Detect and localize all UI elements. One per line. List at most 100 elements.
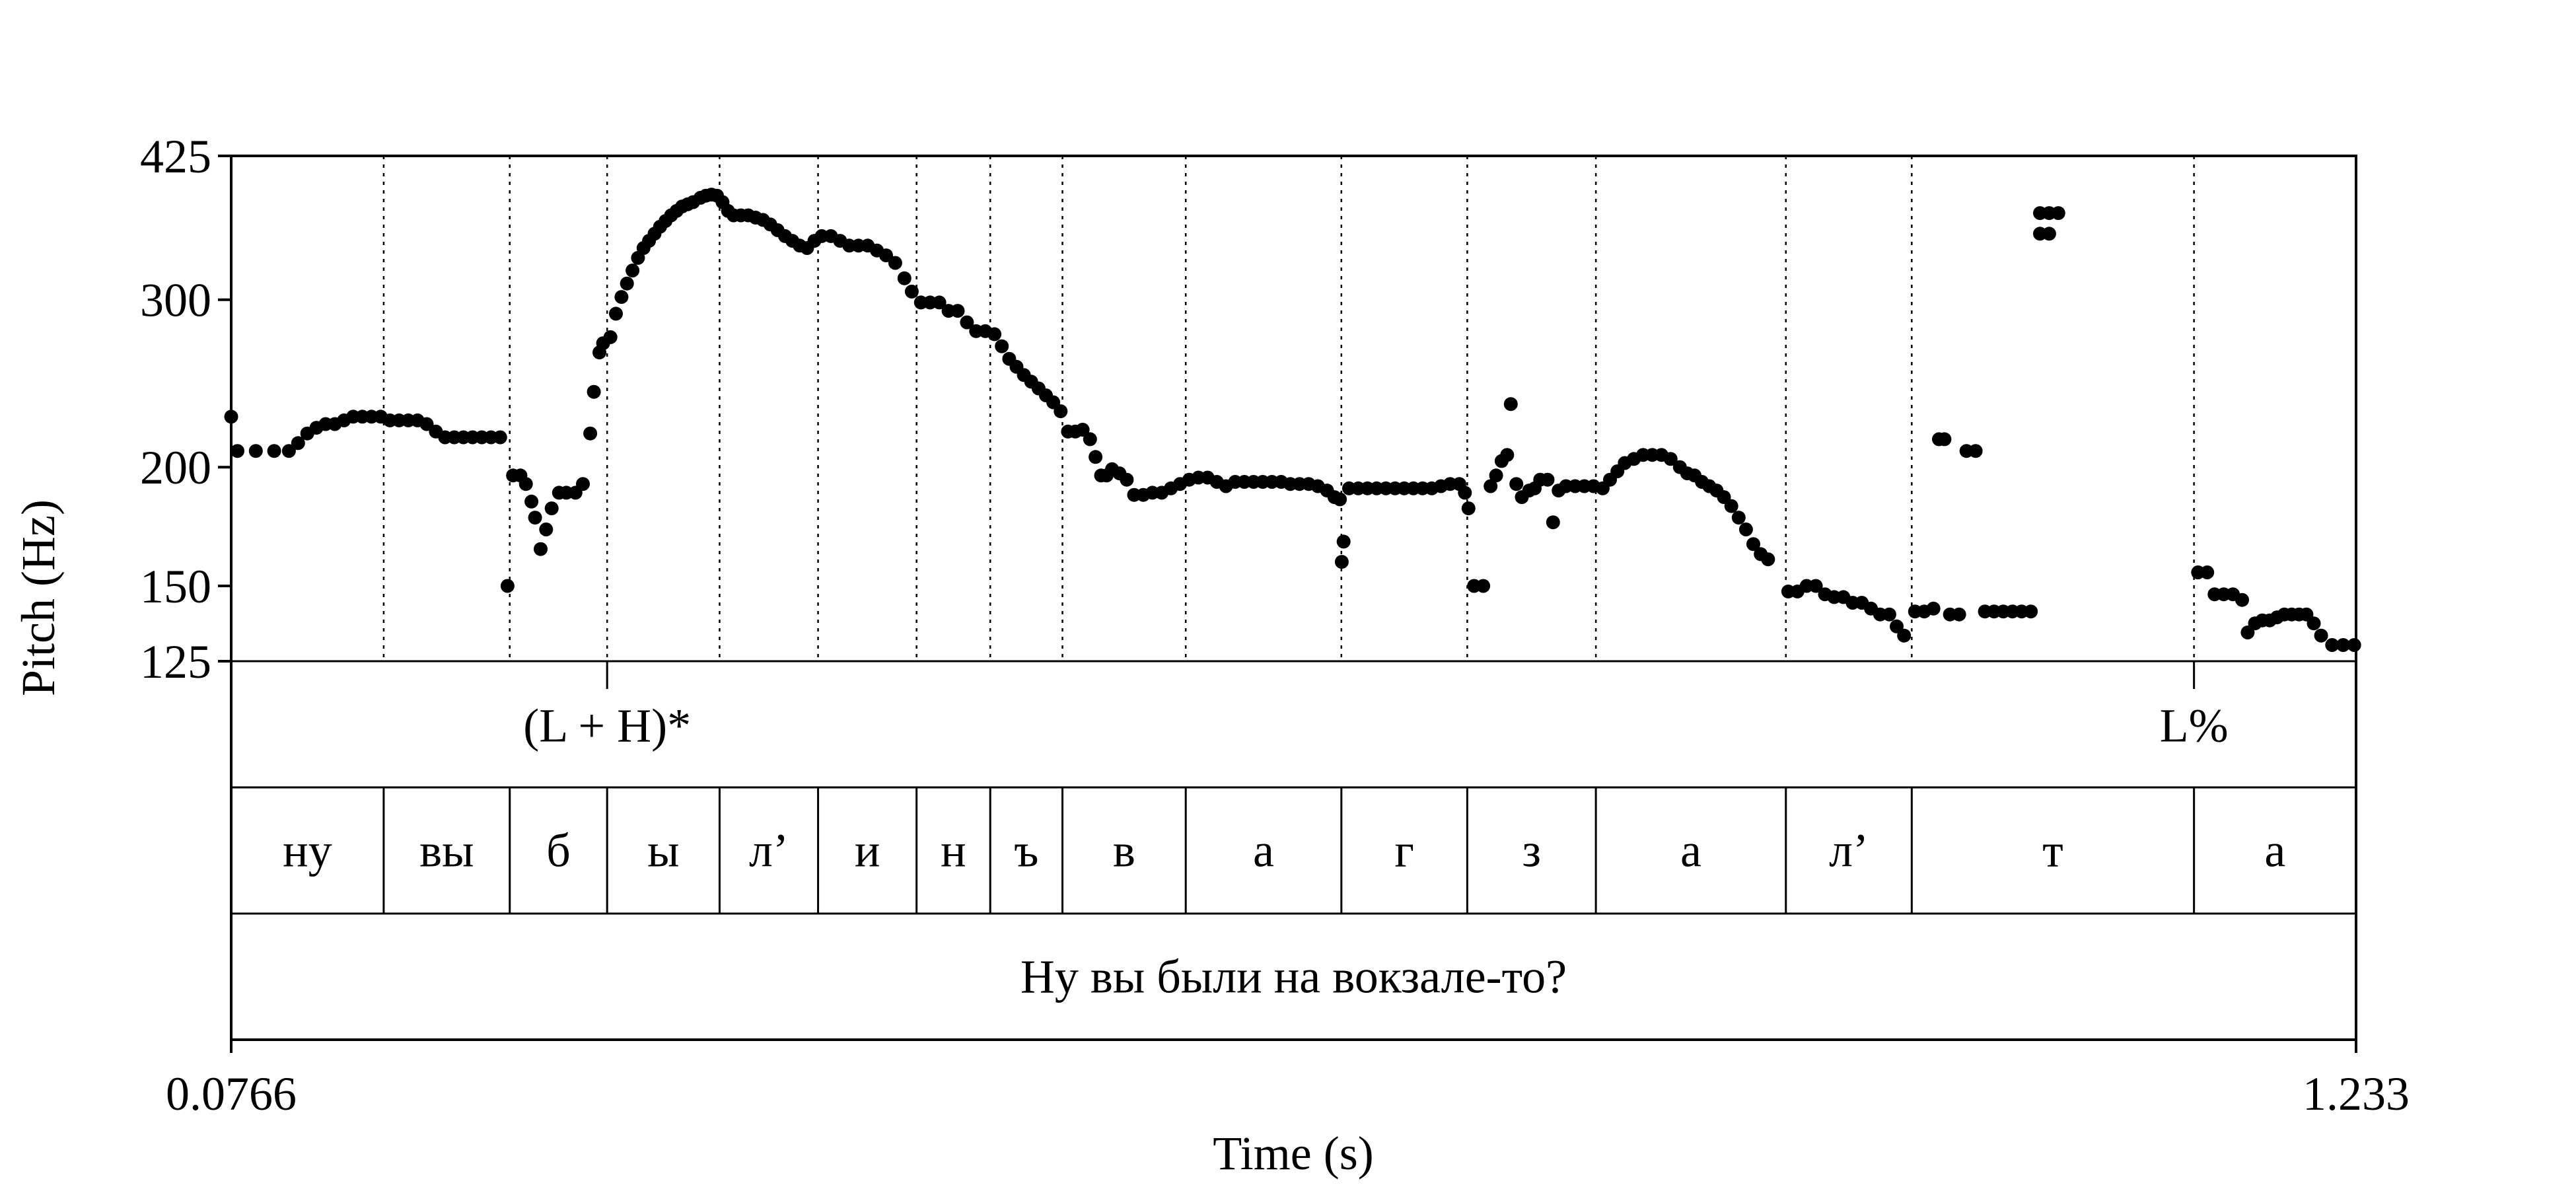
annotation-tiers: (L + H)* L% ну вы б ы л’ и н ъ в а г з а л’ т а Ну вы были… [283,661,2285,1003]
plot-frame [230,155,2357,1041]
pitch-point [1500,448,1515,462]
segment-label: л’ [1829,824,1869,877]
pitch-point [267,444,281,458]
pitch-point [2347,638,2361,652]
x-axis-title: Time (s) [1213,1127,1373,1180]
pitch-point [1926,601,1941,616]
pitch-point [620,276,634,291]
pitch-point [987,327,1002,342]
pitch-point [1054,404,1068,419]
segment-label: а [1680,824,1701,877]
pitch-point [419,417,434,431]
pitch-point [1761,552,1775,567]
pitch-point [2051,206,2065,221]
segment-label: б [546,824,571,877]
pitch-point [1509,477,1524,491]
pitch-point [1952,607,1966,622]
pitch-point [614,290,629,305]
pitch-point [500,579,515,593]
pitch-point [2325,638,2340,652]
y-tick-label: 425 [140,130,211,183]
pitch-point [1808,579,1823,593]
pitch-point [1476,579,1491,593]
segment-label: г [1394,824,1414,877]
pitch-point [587,384,601,399]
pitch-point [603,330,618,344]
pitch-point [1336,534,1351,549]
pitch-point [1724,499,1738,513]
pitch-point [2200,565,2215,579]
pitch-point [879,248,893,263]
pitch-point [950,304,965,318]
pitch-point [904,284,919,299]
pitch-point [576,477,590,491]
x-axis-end-label: 1.233 [2303,1067,2410,1120]
segment-label: ъ [1014,824,1038,877]
pitch-track [224,188,2361,652]
pitch-point [528,511,542,525]
pitch-point [534,542,548,556]
pitch-point [1089,450,1103,464]
pitch-point [1882,607,1896,622]
pitch-point [231,444,244,458]
pitch-point [2042,227,2056,241]
pitch-point [544,501,559,516]
pitch-point [1334,555,1349,569]
pitch-point [583,426,598,441]
pitch-point [1897,628,1912,643]
segment-label: з [1522,824,1541,877]
pitch-point [1120,472,1134,487]
pitch-point [888,256,902,270]
pitch-point [2314,628,2328,643]
segment-label: ну [283,824,332,877]
pitch-point [493,430,507,445]
pitch-point [1731,511,1746,525]
pitch-point [1083,432,1097,447]
pitch-point [1503,397,1518,412]
pitch-point [1333,492,1347,507]
pitch-point [2336,638,2350,652]
pitch-point [1075,423,1090,437]
x-axis-start-label: 0.0766 [166,1067,297,1120]
segment-label: л’ [749,824,789,877]
pitch-point [1546,515,1560,530]
pitch-point [1663,452,1678,466]
pitch-point [960,315,974,330]
pitch-point [1484,479,1498,493]
segment-label: а [2264,824,2285,877]
pitch-point [539,522,554,536]
segment-label: ы [647,824,679,877]
pitch-point [2235,593,2249,607]
pitch-point [1461,501,1476,516]
sentence-label: Ну вы были на вокзале-то? [1020,951,1567,1003]
pitch-point [524,494,539,509]
segment-label: н [941,824,966,877]
pitch-point [1968,444,1983,458]
y-axis-title: Pitch (Hz) [12,499,65,696]
pitch-point [1458,486,1472,500]
boundary-grid [382,156,2195,661]
pitch-point [609,306,623,321]
pitch-point [248,444,263,458]
pitch-point [995,339,1009,353]
tone-label: (L + H)* [523,700,691,752]
pitch-point [1937,432,1952,447]
y-tick-label: 125 [140,635,211,688]
pitch-point [291,436,305,450]
segment-label: а [1253,824,1274,877]
y-tick-label: 150 [140,560,211,613]
pitch-point [1746,537,1760,552]
plot-area-frame [230,155,2357,1041]
pitch-point [626,264,640,277]
y-axis-ticks: 125 150 200 300 425 [140,130,231,688]
tone-label: L% [2160,700,2229,752]
pitch-point [281,444,296,458]
pitch-point [519,477,533,491]
y-tick-label: 300 [140,274,211,327]
pitch-point [2024,604,2038,619]
pitch-point [1489,468,1503,483]
pitch-point [932,295,947,310]
y-tick-label: 200 [140,441,211,494]
pitch-point [2307,616,2321,631]
